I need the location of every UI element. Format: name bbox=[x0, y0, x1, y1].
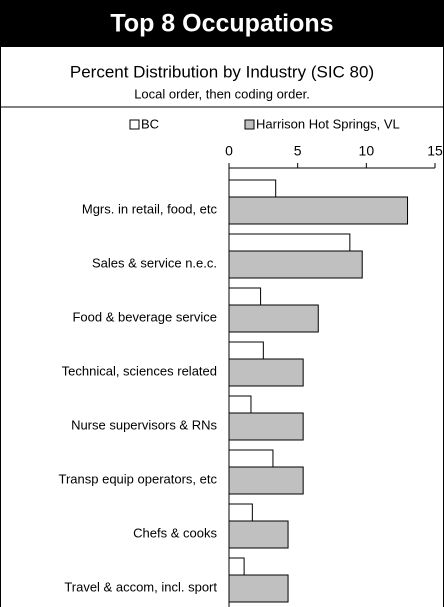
y-tick-label: Transp equip operators, etc bbox=[59, 471, 218, 486]
y-tick-label: Nurse supervisors & RNs bbox=[71, 417, 217, 432]
y-tick-label: Sales & service n.e.c. bbox=[92, 255, 217, 270]
bar bbox=[228, 574, 289, 603]
bar bbox=[228, 557, 245, 576]
legend-label: BC bbox=[141, 116, 159, 131]
legend-swatch bbox=[129, 119, 140, 130]
legend-label: Harrison Hot Springs, VL bbox=[256, 116, 400, 131]
bar bbox=[228, 466, 304, 495]
bar bbox=[228, 179, 277, 198]
title-bar bbox=[0, 0, 444, 47]
y-tick-label: Food & beverage service bbox=[72, 309, 217, 324]
bar bbox=[228, 233, 351, 252]
y-tick-label: Travel & accom, incl. sport bbox=[64, 579, 217, 594]
y-tick-label: Chefs & cooks bbox=[133, 525, 217, 540]
bar bbox=[228, 358, 304, 387]
bar bbox=[228, 250, 363, 279]
y-tick-label: Technical, sciences related bbox=[62, 363, 217, 378]
x-tick-label: 0 bbox=[225, 143, 233, 159]
bar bbox=[228, 287, 262, 306]
bar bbox=[228, 395, 252, 414]
bar bbox=[228, 341, 264, 360]
legend-swatch bbox=[244, 119, 255, 130]
bar bbox=[228, 304, 319, 333]
bar bbox=[228, 449, 274, 468]
chart-note: Local order, then coding order. bbox=[134, 86, 310, 101]
bar bbox=[228, 520, 289, 549]
bar bbox=[228, 503, 253, 522]
chart-subtitle: Percent Distribution by Industry (SIC 80… bbox=[70, 62, 374, 81]
y-tick-label: Mgrs. in retail, food, etc bbox=[82, 201, 218, 216]
x-tick-label: 5 bbox=[294, 143, 302, 159]
x-tick-label: 15 bbox=[427, 143, 443, 159]
x-tick-label: 10 bbox=[359, 143, 375, 159]
bar bbox=[228, 196, 409, 225]
chart-title: Top 8 Occupations bbox=[110, 10, 333, 38]
bar bbox=[228, 412, 304, 441]
